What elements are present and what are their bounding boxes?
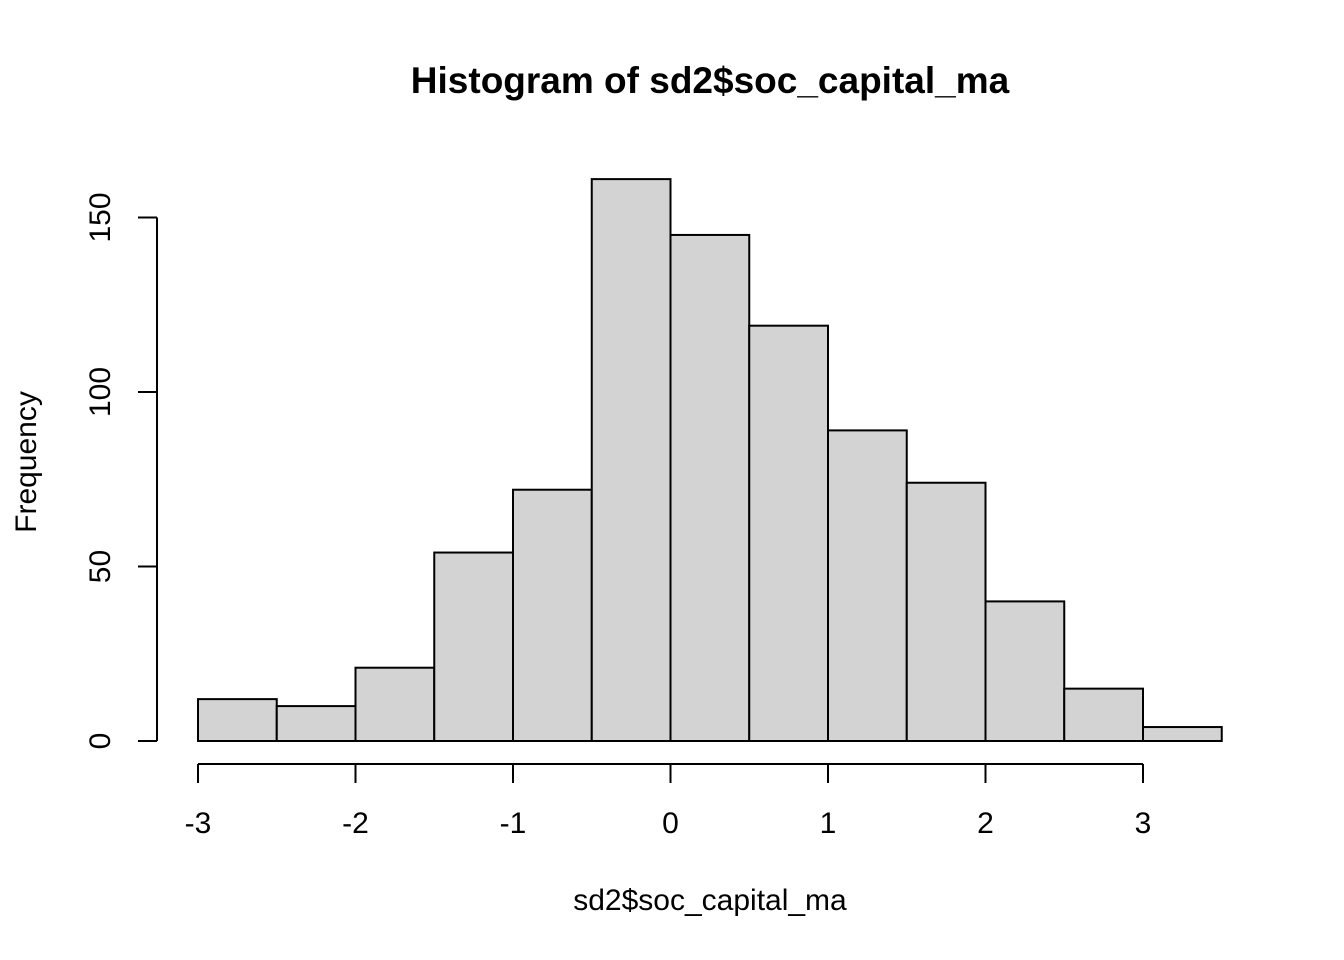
- x-tick-label: 0: [662, 807, 679, 840]
- histogram-bars: [197, 178, 1223, 743]
- y-tick-label: 0: [84, 733, 117, 750]
- histogram-bar: [1142, 726, 1223, 742]
- histogram-bar: [1063, 687, 1144, 743]
- x-tick-label: 1: [820, 807, 837, 840]
- histogram-bar: [905, 481, 987, 742]
- histogram-bar: [433, 551, 514, 742]
- histogram-bar: [827, 429, 908, 742]
- x-tick-label: -1: [500, 807, 527, 840]
- x-tick-label: 2: [977, 807, 994, 840]
- histogram-bar: [748, 324, 829, 742]
- x-axis-label: sd2$soc_capital_ma: [573, 884, 847, 917]
- x-tick-label: 3: [1135, 807, 1152, 840]
- x-axis: -3 -2 -1 0 1 2 3: [185, 763, 1152, 840]
- histogram-bar: [669, 233, 751, 742]
- y-tick-label: 150: [84, 192, 117, 242]
- x-tick-label: -3: [185, 807, 212, 840]
- histogram-bar: [512, 488, 593, 742]
- y-tick-label: 50: [84, 550, 117, 583]
- y-axis-label: Frequency: [10, 391, 43, 533]
- y-tick-label: 100: [84, 367, 117, 417]
- histogram-bar: [354, 666, 436, 743]
- histogram-bar: [984, 600, 1066, 743]
- chart-title: Histogram of sd2$soc_capital_ma: [411, 60, 1010, 101]
- y-axis: 0 50 100 150: [84, 192, 158, 750]
- x-tick-label: -2: [342, 807, 369, 840]
- histogram-bar: [590, 178, 672, 743]
- histogram-bar: [197, 698, 278, 742]
- histogram-bar: [275, 705, 357, 742]
